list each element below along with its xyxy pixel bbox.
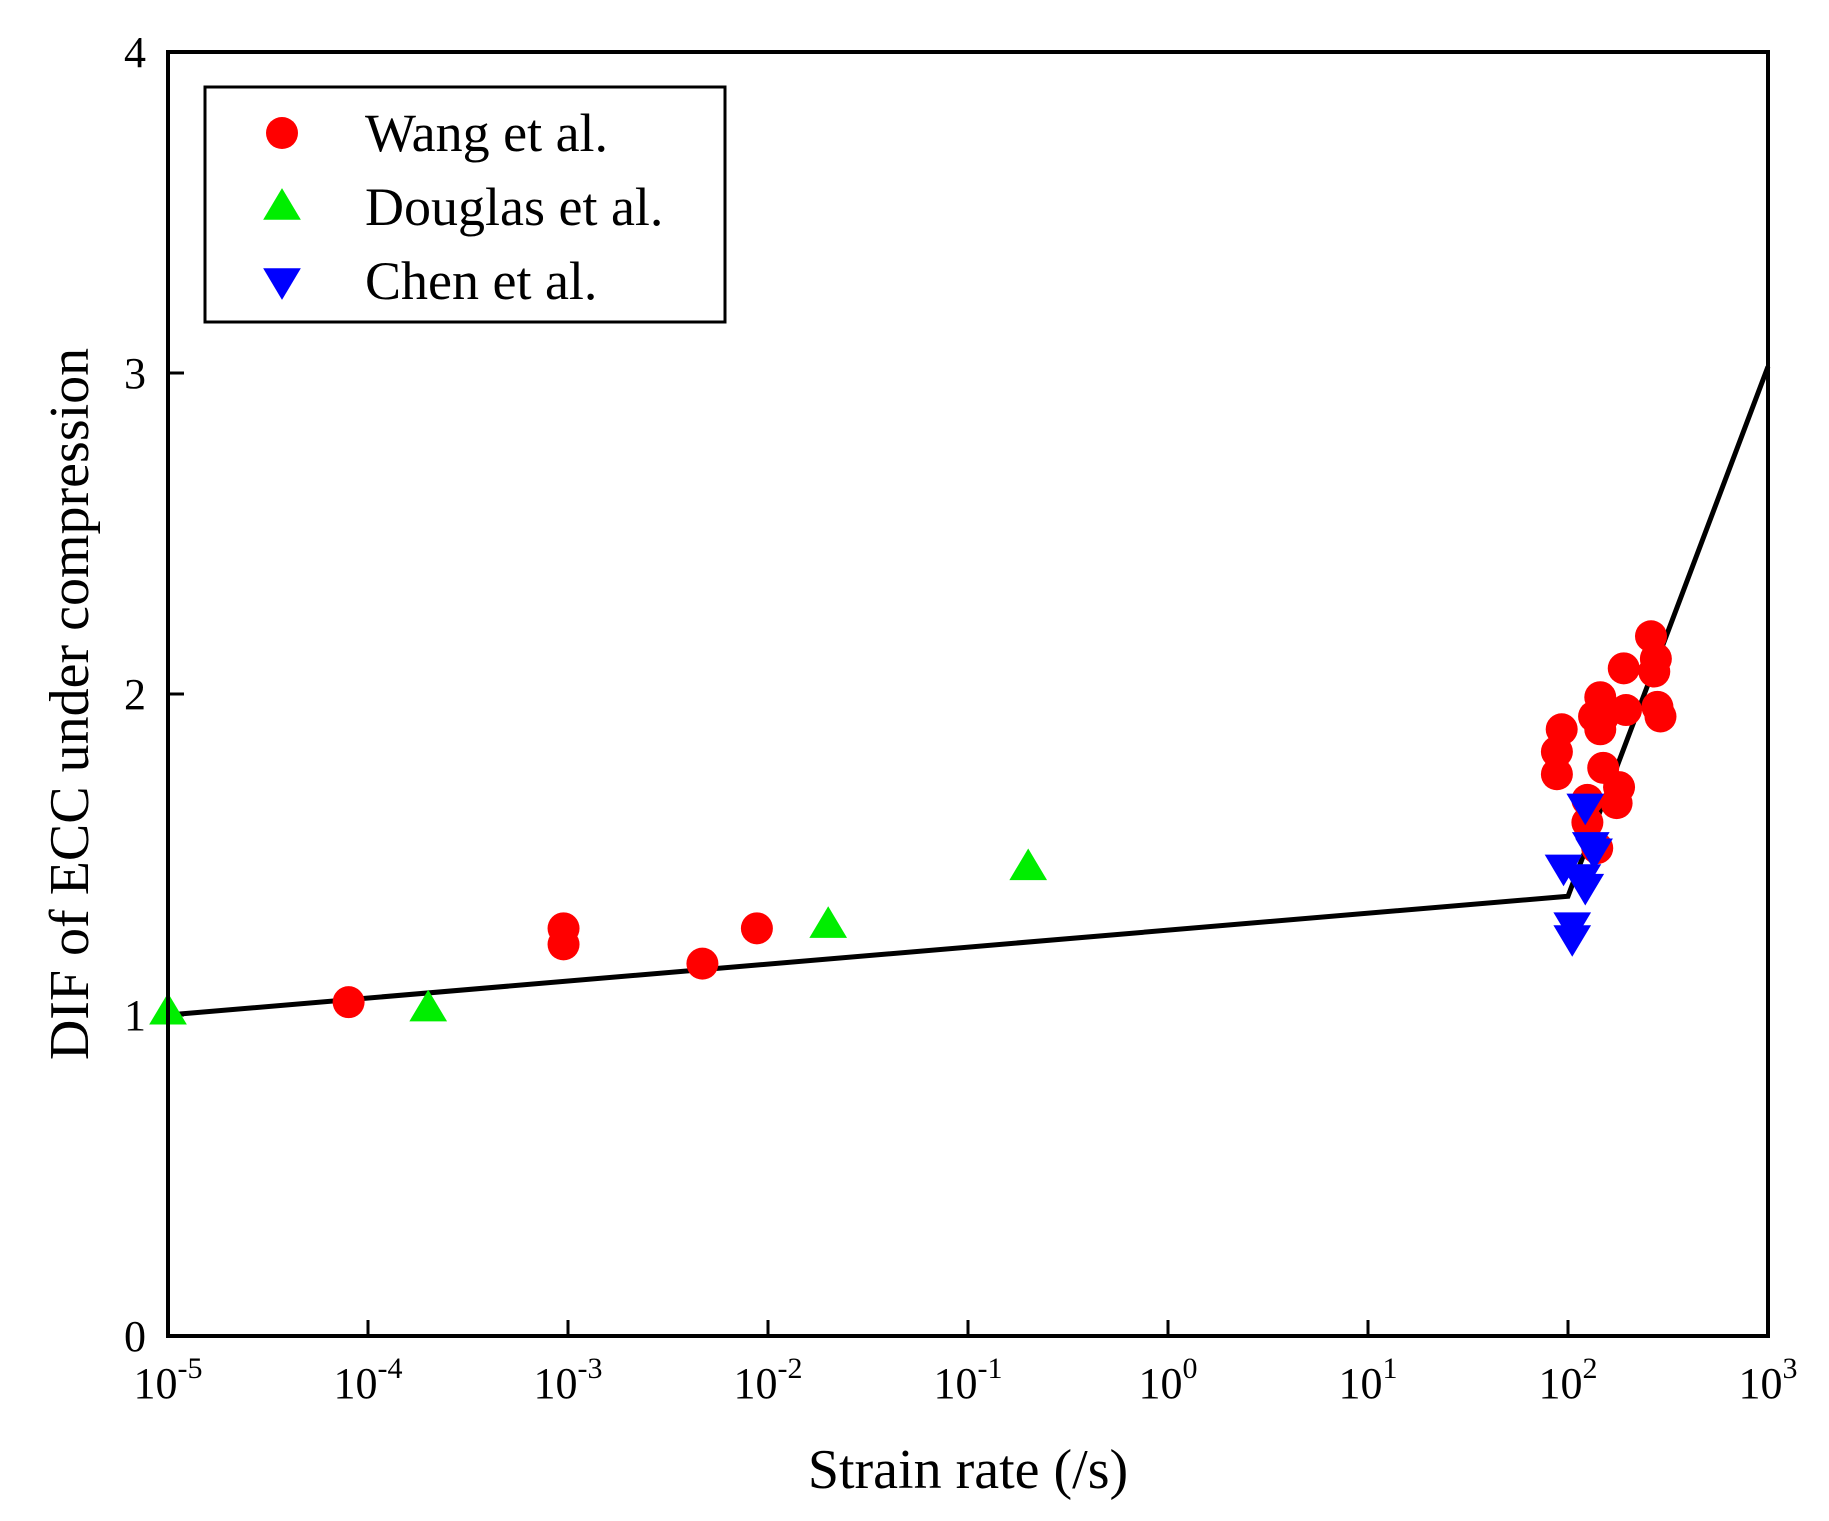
fit-line-layer (167, 365, 1771, 1018)
x-tick-label: 10-3 (534, 1352, 603, 1408)
douglas-et-al-point (809, 906, 848, 938)
wang-et-al-point (332, 986, 365, 1019)
wang-et-al-point (1545, 713, 1578, 746)
y-tick-label: 4 (124, 28, 146, 77)
wang-et-al-point (547, 928, 580, 961)
x-tick-label: 102 (1539, 1352, 1598, 1408)
wang-et-al-point (1610, 694, 1643, 727)
x-tick-label: 100 (1139, 1352, 1198, 1408)
chen-et-al-point (1544, 854, 1583, 887)
wang-et-al-point (1639, 642, 1672, 675)
wang-et-al-point (686, 947, 719, 980)
chen-et-al-point (1566, 873, 1605, 906)
y-tick-label: 0 (124, 1312, 146, 1361)
data-points-layer (149, 620, 1677, 1025)
plot-frame (166, 50, 1770, 1338)
douglas-et-al-point (1009, 848, 1048, 881)
wang-et-al-point (1607, 652, 1640, 685)
chen-et-al-point (1575, 838, 1613, 871)
x-tick-label: 10-4 (334, 1352, 403, 1408)
chen-et-al-legend-label: Chen et al. (365, 251, 597, 311)
wang-et-al-point (740, 912, 773, 945)
fit-line (167, 365, 1771, 1018)
douglas-et-al-legend-label: Douglas et al. (365, 177, 663, 237)
douglas-et-al-point (409, 989, 448, 1022)
wang-et-al-legend-marker (266, 117, 298, 149)
x-tick-label: 10-1 (934, 1352, 1003, 1408)
y-tick-label: 1 (124, 991, 146, 1040)
wang-et-al-point (1540, 758, 1573, 791)
chen-et-al-point (1566, 793, 1605, 826)
y-tick-label: 3 (124, 349, 146, 398)
wang-et-al-legend-label: Wang et al. (365, 103, 608, 163)
chen-et-al-legend-marker (263, 268, 301, 300)
x-axis-title: Strain rate (/s) (808, 1439, 1128, 1501)
douglas-et-al-legend-marker (263, 188, 301, 220)
x-tick-label: 101 (1339, 1352, 1398, 1408)
x-tick-label: 103 (1739, 1352, 1798, 1408)
x-tick-label: 10-5 (134, 1352, 203, 1408)
legend: Wang et al. Douglas et al. Chen et al. (203, 85, 727, 324)
y-tick-label: 2 (124, 670, 146, 719)
x-tick-label: 10-2 (734, 1352, 803, 1408)
tick-labels: 10-5 10-4 10-3 10-2 10-1 100 101 102 103 0 1 2 3 4 (124, 28, 1798, 1408)
y-axis-title: DIF of ECC under compression (39, 348, 101, 1060)
chen-et-al-point (1553, 925, 1592, 957)
wang-et-al-point (1603, 771, 1636, 804)
wang-et-al-point (1644, 700, 1677, 733)
